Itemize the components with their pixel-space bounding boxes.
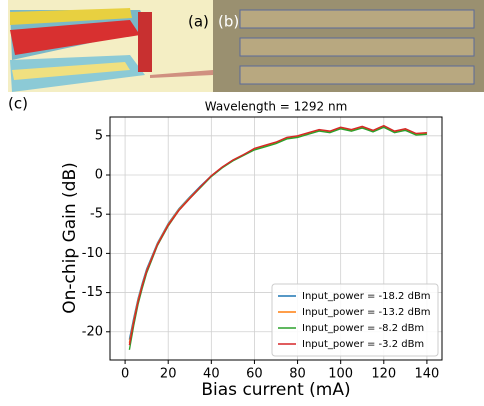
- x-axis-label: Bias current (mA): [201, 380, 350, 400]
- x-tick-label: 80: [289, 367, 306, 382]
- y-tick-label: -15: [82, 285, 103, 300]
- series-line: [128, 124, 427, 346]
- y-tick-label: -10: [82, 246, 103, 261]
- plot-frame: [109, 116, 443, 361]
- panel-label: (c): [8, 95, 28, 113]
- y-tick-label: -5: [90, 207, 103, 222]
- x-tick-label: 100: [328, 367, 353, 382]
- x-tick-label: 20: [160, 367, 177, 382]
- y-tick-label: 0: [95, 168, 103, 183]
- panel-label: (b): [218, 13, 239, 31]
- x-tick-label: 40: [203, 367, 220, 382]
- y-tick-label: 5: [95, 128, 103, 143]
- x-tick-label: 0: [121, 367, 129, 382]
- panel-label: (a): [188, 13, 209, 31]
- panel-a-image: [8, 0, 213, 92]
- legend-label: Input_power = -18.2 dBm: [302, 291, 431, 302]
- x-tick-label: 60: [246, 367, 263, 382]
- panel-b-image: [213, 0, 484, 92]
- y-tick-label: -20: [82, 324, 103, 339]
- legend-box: [271, 283, 439, 357]
- chart-title: Wavelength = 1292 nm: [205, 100, 348, 114]
- x-tick-label: 120: [371, 367, 396, 382]
- legend-label: Input_power = -8.2 dBm: [302, 323, 424, 334]
- legend-label: Input_power = -3.2 dBm: [302, 339, 424, 350]
- legend-label: Input_power = -13.2 dBm: [302, 307, 431, 318]
- x-tick-label: 140: [414, 367, 439, 382]
- y-axis-label: On-chip Gain (dB): [60, 162, 80, 314]
